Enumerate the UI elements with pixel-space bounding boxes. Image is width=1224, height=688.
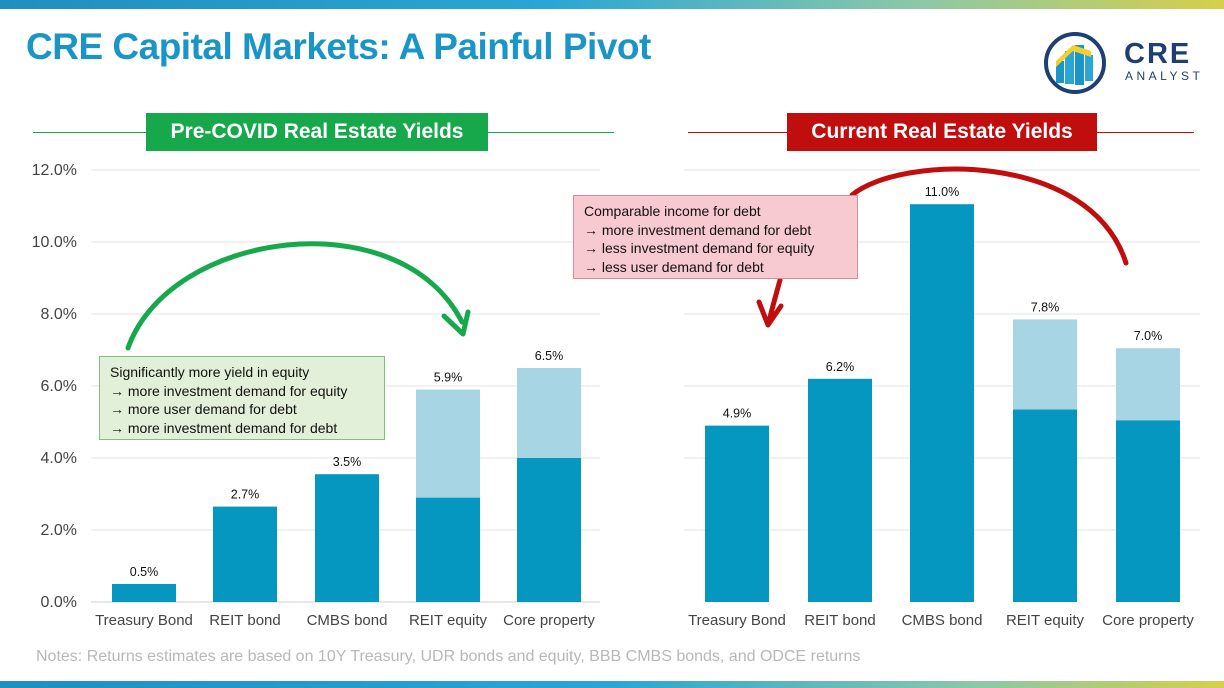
y-tick-label: 12.0%: [31, 162, 77, 179]
category-label: Core property: [503, 612, 595, 629]
left-panel-heading: Pre-COVID Real Estate Yields: [146, 113, 488, 151]
category-label: REIT equity: [1006, 612, 1085, 629]
y-tick-label: 8.0%: [40, 306, 77, 323]
bar-segment-base: [705, 425, 769, 602]
bar-segment-upper: [1013, 319, 1077, 410]
callout-line: → less investment demand for equity: [584, 240, 815, 256]
y-tick-label: 6.0%: [40, 378, 77, 395]
bar-segment-base: [1116, 420, 1180, 602]
data-label: 3.5%: [333, 455, 362, 469]
bar-segment-base: [517, 458, 581, 602]
data-label: 5.9%: [434, 371, 463, 385]
logo-word: CRE: [1124, 38, 1192, 70]
y-tick-label: 10.0%: [31, 234, 77, 251]
callout-line: → more user demand for debt: [110, 401, 297, 417]
callout-line: Comparable income for debt: [584, 203, 761, 219]
category-label: CMBS bond: [902, 612, 983, 629]
top-accent-bar: [0, 0, 1224, 9]
bar-segment-base: [112, 584, 176, 602]
bar-segment-upper: [517, 368, 581, 458]
category-label: CMBS bond: [307, 612, 388, 629]
callout-line: → more investment demand for debt: [584, 221, 812, 238]
right-panel-heading: Current Real Estate Yields: [787, 113, 1097, 151]
data-label: 4.9%: [723, 407, 752, 421]
category-label: REIT bond: [209, 612, 280, 629]
logo-subword: ANALYST: [1125, 69, 1204, 83]
callout-line: Significantly more yield in equity: [110, 364, 310, 380]
data-label: 7.8%: [1031, 300, 1060, 314]
data-label: 11.0%: [925, 185, 960, 199]
bar-segment-upper: [416, 389, 480, 498]
category-label: Treasury Bond: [95, 612, 193, 629]
callout-line: → more investment demand for equity: [110, 382, 348, 399]
data-label: 0.5%: [130, 565, 159, 579]
category-label: REIT bond: [804, 612, 875, 629]
y-tick-label: 2.0%: [40, 522, 77, 539]
y-tick-label: 0.0%: [40, 594, 77, 611]
y-tick-label: 4.0%: [40, 450, 77, 467]
bar-segment-upper: [1116, 348, 1180, 421]
category-label: REIT equity: [409, 612, 488, 629]
category-label: Core property: [1102, 612, 1194, 629]
callout-line: → less user demand for debt: [584, 258, 764, 275]
page-title: CRE Capital Markets: A Painful Pivot: [26, 26, 651, 67]
bar-segment-base: [416, 497, 480, 602]
data-label: 6.2%: [826, 360, 855, 374]
footnote: Notes: Returns estimates are based on 10…: [36, 648, 861, 665]
bar-segment-base: [910, 204, 974, 602]
bottom-accent-bar: [0, 681, 1224, 688]
callout-line: → more investment demand for debt: [110, 419, 338, 436]
logo-icon: [1044, 32, 1106, 94]
data-label: 2.7%: [231, 488, 260, 502]
right-callout-box: Comparable income for debt → more invest…: [573, 195, 858, 279]
bar-segment-base: [1013, 409, 1077, 602]
bar-segment-base: [808, 378, 872, 602]
bar-segment-base: [315, 474, 379, 602]
bar-segment-base: [213, 506, 277, 602]
data-label: 6.5%: [535, 349, 564, 363]
category-label: Treasury Bond: [688, 612, 786, 629]
left-callout-box: Significantly more yield in equity → mor…: [99, 356, 385, 440]
data-label: 7.0%: [1134, 329, 1163, 343]
